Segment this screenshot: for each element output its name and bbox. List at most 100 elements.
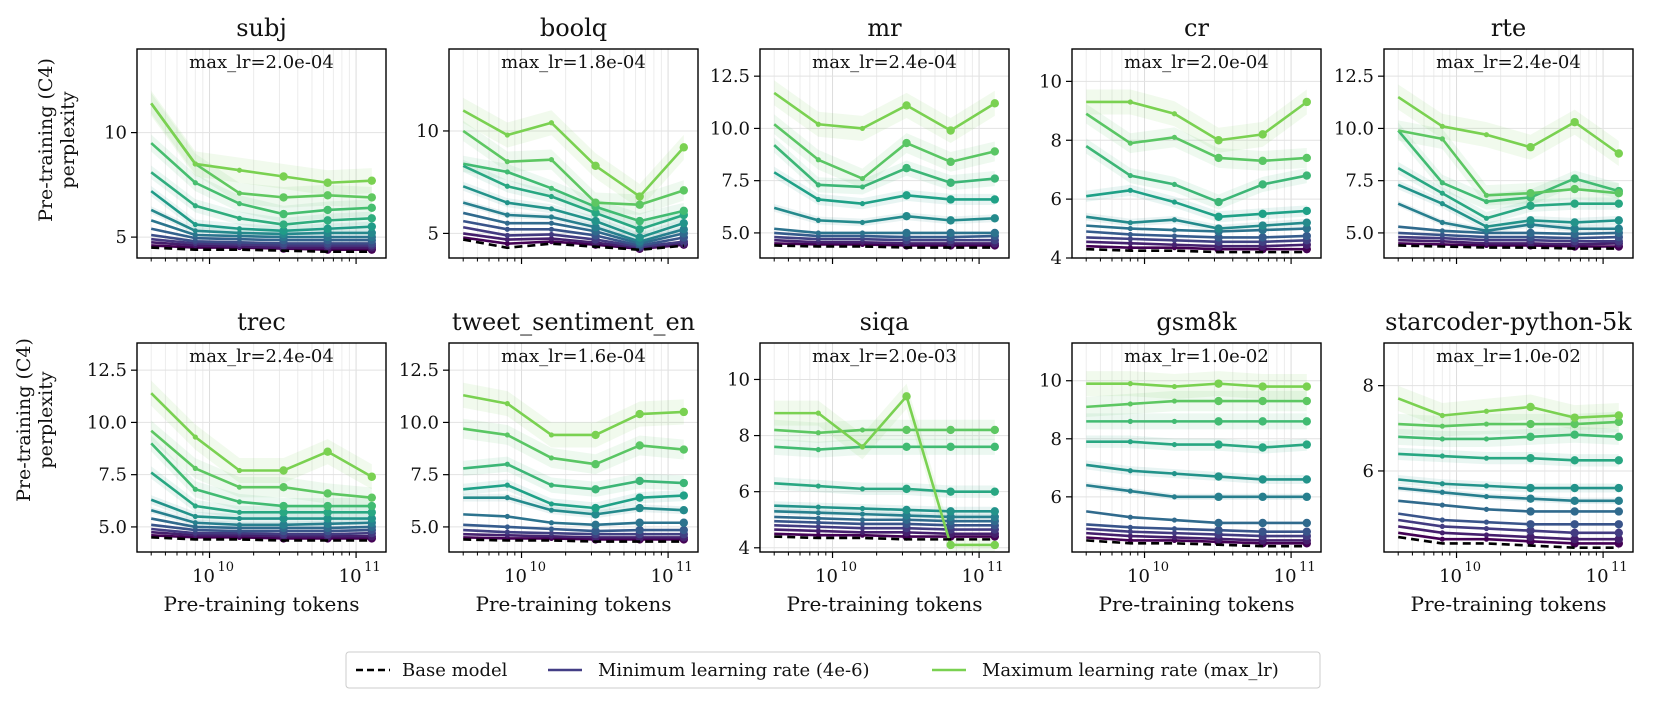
series-line-lr-9 [1085, 112, 1307, 163]
point-lr-2-1 [1127, 533, 1133, 539]
series-line-lr-5 [1398, 499, 1619, 513]
x-axis-label: Pre-training tokens [1098, 592, 1294, 616]
point-lr-4-1 [1439, 232, 1445, 238]
ytick-label-0: 4 [1051, 248, 1062, 269]
series-line-lr-1 [774, 532, 995, 538]
point-lr-7-1 [192, 513, 198, 520]
series-line-lr-10 [150, 142, 372, 216]
point-lr-6-1 [1439, 489, 1445, 495]
point-max_lr-2 [1171, 383, 1178, 390]
point-lr-4-2 [859, 521, 866, 527]
xtick-exp-1: 11 [364, 560, 381, 575]
point-lr-5-2 [859, 230, 866, 236]
point-lr-8-4 [635, 225, 644, 234]
point-max_lr-5 [679, 143, 688, 152]
band-lr-10 [774, 419, 995, 443]
base-model-line [151, 536, 372, 542]
point-max_lr-3 [1526, 402, 1535, 412]
point-lr-8-1 [1439, 190, 1445, 196]
point-lr-10-2 [548, 157, 555, 163]
xtick-label-1: 10 [962, 566, 985, 587]
point-lr-9-3 [902, 138, 911, 148]
point-lr-5-1 [1439, 228, 1445, 234]
point-lr-7-2 [236, 515, 243, 522]
point-lr-3-2 [548, 231, 555, 238]
series-line-lr-10 [1397, 129, 1619, 197]
point-lr-7-2 [1171, 199, 1178, 205]
ytick-label-1: 7.5 [98, 465, 127, 486]
point-max_lr-1 [1439, 123, 1445, 129]
band-lr-9 [151, 165, 372, 232]
series-line-lr-10 [774, 428, 995, 435]
series-line-lr-8 [462, 164, 685, 231]
point-lr-10-3 [1526, 189, 1535, 198]
point-lr-7-4 [1570, 218, 1579, 227]
panel-annotation: max_lr=1.0e-02 [1436, 346, 1581, 367]
point-lr-4-4 [635, 525, 644, 535]
point-max_lr-2 [859, 125, 866, 132]
point-lr-3-1 [504, 232, 510, 239]
series-line-lr-2 [1086, 531, 1307, 542]
point-max_lr-2 [236, 190, 243, 196]
ytick-label-0: 5.0 [1345, 223, 1374, 244]
point-lr-10-5 [367, 493, 376, 502]
point-lr-2-1 [1127, 240, 1133, 246]
point-lr-6-2 [1483, 493, 1490, 500]
series-line-lr-1 [1086, 244, 1307, 251]
ytick-label-1: 7.5 [721, 171, 750, 192]
xtick-exp-0: 10 [1153, 560, 1170, 575]
point-lr-6-2 [236, 522, 243, 528]
ytick-label-2: 8 [739, 426, 750, 447]
point-lr-9-4 [1258, 417, 1267, 426]
series-line-lr-6 [150, 219, 372, 239]
base-model-line [463, 538, 684, 543]
point-lr-4-1 [504, 226, 510, 232]
point-lr-9-5 [367, 214, 376, 223]
panel-frame [136, 342, 387, 553]
panel-data [1086, 371, 1311, 548]
point-lr-9-1 [815, 157, 821, 163]
series-line-lr-3 [151, 527, 372, 536]
point-lr-7-4 [635, 493, 644, 502]
point-lr-6-1 [1127, 488, 1133, 494]
point-lr-5-1 [504, 513, 510, 520]
point-lr-2-1 [815, 528, 821, 534]
point-lr-7-1 [1127, 468, 1133, 474]
series-line-lr-8 [1398, 452, 1619, 462]
series-line-lr-7 [1086, 463, 1307, 481]
point-lr-8-1 [192, 503, 198, 509]
ytick-label-1: 6 [1051, 189, 1062, 210]
base-model-line [774, 244, 995, 249]
legend-base-label: Base model [402, 660, 508, 681]
series-line-lr-7 [150, 208, 372, 236]
point-lr-2-2 [1171, 534, 1178, 541]
point-lr-8-3 [1214, 440, 1223, 449]
point-max_lr-3 [1214, 136, 1223, 145]
xtick-label-0: 10 [504, 566, 527, 587]
point-lr-10-3 [1214, 396, 1223, 406]
series-line-lr-4 [463, 523, 684, 533]
panel-title: trec [237, 308, 286, 336]
point-lr-7-3 [591, 503, 600, 513]
point-lr-4-3 [1214, 233, 1223, 242]
xtick-label-0: 10 [192, 566, 215, 587]
ytick-label-1: 8 [1363, 376, 1374, 397]
point-lr-6-2 [1171, 494, 1178, 500]
point-lr-8-3 [279, 226, 288, 236]
point-max_lr-2 [548, 120, 555, 126]
band-max_lr [1398, 84, 1619, 167]
point-lr-8-2 [236, 509, 243, 515]
point-max_lr-2 [236, 467, 243, 474]
series-line-lr-5 [150, 517, 372, 530]
point-lr-7-4 [1258, 209, 1267, 219]
base-model-line [774, 535, 995, 541]
point-lr-9-2 [236, 215, 243, 221]
series-line-lr-2 [463, 532, 684, 539]
point-max_lr-top-4 [323, 178, 332, 187]
point-lr-9-5 [679, 206, 688, 216]
point-lr-9-4 [323, 501, 332, 511]
point-lr-3-1 [1127, 236, 1133, 242]
xtick-exp-1: 11 [1611, 560, 1628, 575]
series-line-max_lr [1086, 100, 1308, 142]
ytick-label-1: 10 [416, 121, 439, 142]
